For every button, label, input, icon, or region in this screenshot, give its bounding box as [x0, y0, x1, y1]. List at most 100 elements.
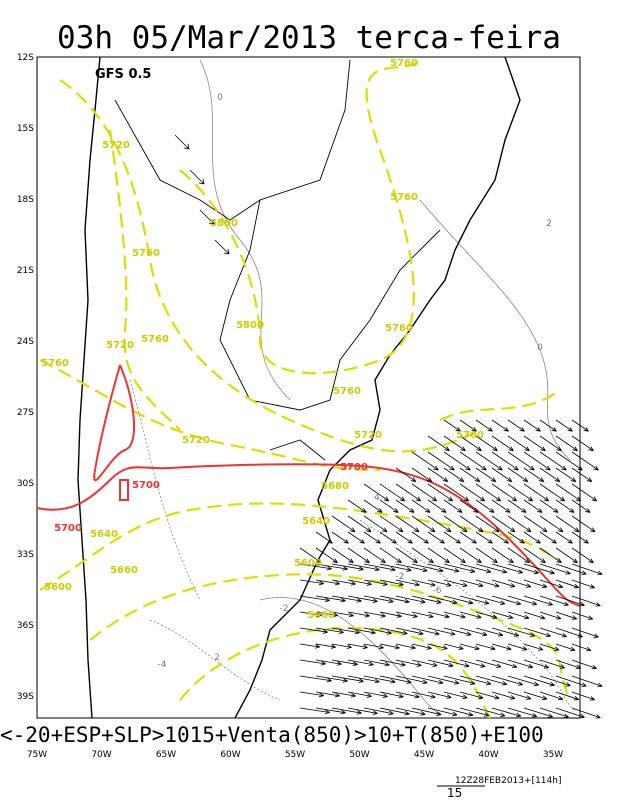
- wind-arrow: [443, 483, 470, 502]
- wind-arrow: [539, 595, 569, 606]
- wind-arrow: [459, 483, 486, 502]
- wind-arrow: [539, 419, 557, 432]
- wind-arrow: [174, 134, 190, 150]
- wind-arrow: [427, 563, 460, 573]
- wind-arrow: [475, 419, 493, 432]
- wind-arrow: [539, 707, 569, 718]
- wind-arrow: [395, 515, 420, 533]
- height-label: 5760: [385, 323, 413, 334]
- wind-arrow: [443, 419, 461, 432]
- anomaly-label: -2: [280, 604, 289, 614]
- wind-arrow: [507, 563, 539, 575]
- wind-arrow: [347, 563, 380, 572]
- wind-arrow: [523, 691, 548, 700]
- wind-arrow: [395, 483, 422, 502]
- wind-arrow: [411, 691, 436, 699]
- wind-arrow: [395, 707, 426, 716]
- wind-arrow: [427, 643, 448, 650]
- wind-arrow: [363, 563, 396, 572]
- wind-arrow: [459, 451, 487, 471]
- wind-arrow: [427, 659, 454, 668]
- wind-arrow: [427, 627, 456, 636]
- wind-arrow: [411, 563, 444, 573]
- wind-arrow: [411, 579, 436, 587]
- wind-arrow: [475, 515, 500, 533]
- wind-arrow: [539, 691, 564, 701]
- wind-arrow: [395, 659, 422, 667]
- wind-arrow: [395, 563, 428, 573]
- wind-arrow: [539, 611, 562, 620]
- wind-arrow: [555, 579, 580, 589]
- wind-arrow: [523, 451, 551, 471]
- lat-label: 36S: [17, 621, 34, 631]
- wind-arrow: [299, 643, 320, 649]
- wind-arrow: [443, 435, 466, 452]
- wind-arrow: [363, 675, 396, 684]
- wind-arrow: [299, 707, 330, 715]
- wind-arrow: [507, 515, 532, 533]
- wind-arrow: [347, 531, 365, 544]
- wind-arrow: [555, 611, 578, 620]
- height-label: 5800: [210, 218, 238, 229]
- lon-label: 50W: [349, 750, 369, 760]
- lon-label: 60W: [220, 750, 240, 760]
- wind-arrow: [523, 563, 555, 575]
- coastline: [234, 56, 521, 719]
- wind-arrow: [459, 611, 482, 619]
- wind-arrow: [523, 435, 546, 452]
- wind-arrow: [491, 707, 522, 718]
- wind-arrow: [571, 579, 595, 589]
- wind-arrow: [395, 611, 418, 618]
- borders: [269, 439, 326, 461]
- wind-arrow: [427, 435, 450, 452]
- wind-arrow: [347, 515, 372, 533]
- lat-label: 24S: [17, 337, 34, 347]
- model-label: GFS 0.5: [95, 67, 151, 82]
- wind-arrow: [539, 579, 564, 589]
- lat-label: 39S: [17, 692, 34, 702]
- run-label: 12Z28FEB2013+[114h]: [455, 776, 561, 786]
- wind-arrow: [539, 531, 557, 544]
- wind-arrow: [475, 435, 498, 452]
- wind-arrow: [507, 531, 525, 544]
- wind-arrow: [363, 611, 386, 618]
- contour: [129, 379, 201, 601]
- wind-arrow: [523, 531, 541, 544]
- wind-arrow: [443, 675, 476, 685]
- wind-arrow: [347, 659, 374, 667]
- height-label: 5720: [182, 435, 210, 446]
- wind-arrow: [411, 483, 438, 502]
- wind-arrow: [571, 627, 599, 638]
- contour: [93, 364, 136, 481]
- wind-arrow: [363, 547, 386, 564]
- lat-label: 27S: [17, 408, 34, 418]
- wind-arrow: [459, 643, 480, 651]
- wind-arrow: [523, 627, 552, 638]
- lat-label: 21S: [17, 266, 34, 276]
- wind-arrow: [315, 611, 338, 618]
- wind-arrow: [443, 547, 466, 564]
- wind-arrow: [539, 563, 571, 575]
- wind-arrow: [379, 643, 400, 650]
- wind-arrow: [555, 595, 585, 607]
- wind-arrow: [427, 451, 455, 471]
- height-label: 5680: [321, 481, 349, 492]
- wind-arrow: [363, 707, 394, 716]
- wind-arrow: [379, 579, 404, 587]
- wind-arrow: [507, 435, 530, 452]
- wind-arrow: [299, 563, 332, 571]
- wind-arrow: [555, 451, 583, 471]
- wind-arrow: [555, 515, 580, 533]
- wind-arrow: [507, 547, 530, 564]
- wind-arrow: [395, 579, 420, 587]
- wind-arrow: [571, 675, 603, 688]
- wind-arrow: [331, 515, 356, 533]
- wind-arrow: [507, 659, 534, 669]
- anomaly-label: -4: [158, 660, 167, 670]
- wind-arrow: [491, 627, 520, 637]
- wind-arrow: [347, 707, 378, 715]
- wind-arrow: [363, 691, 388, 699]
- wind-arrow: [427, 467, 449, 482]
- wind-arrow: [523, 419, 541, 432]
- wind-arrow: [507, 707, 538, 718]
